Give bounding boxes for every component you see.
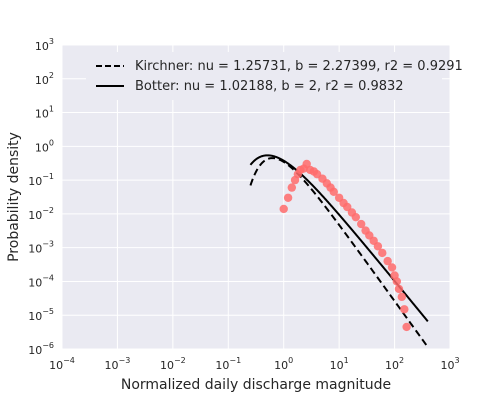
x-tick-label: 10−3 (105, 356, 131, 372)
legend-kirchner-label: Kirchner: nu = 1.25731, b = 2.27399, r2 … (135, 59, 463, 74)
x-tick-label: 101 (330, 356, 349, 372)
x-tick-label: 10−2 (160, 356, 186, 372)
legend-box (86, 52, 442, 100)
x-tick-labels: 10−4 10−3 10−2 10−1 100 101 102 103 (49, 356, 459, 372)
data-point (387, 263, 397, 272)
x-tick-label: 10−1 (215, 356, 241, 372)
data-point (329, 187, 338, 197)
legend: Kirchner: nu = 1.25731, b = 2.27399, r2 … (86, 52, 463, 100)
y-tick-label: 100 (35, 138, 54, 154)
x-axis-label: Normalized daily discharge magnitude (121, 377, 391, 393)
kirchner-fit-line (249, 157, 429, 348)
y-tick-label: 102 (35, 71, 54, 87)
data-point (400, 305, 409, 314)
data-point (357, 219, 366, 229)
y-tick-label: 10−4 (28, 273, 54, 289)
y-tick-label: 10−2 (28, 206, 54, 222)
data-point (373, 242, 383, 251)
data-point (394, 284, 404, 294)
legend-botter-label: Botter: nu = 1.02188, b = 2, r2 = 0.9832 (135, 79, 404, 94)
data-point (343, 202, 352, 212)
data-point (392, 277, 402, 286)
x-tick-label: 100 (274, 356, 293, 372)
y-tick-label: 101 (35, 105, 54, 121)
data-point (351, 212, 361, 222)
y-tick-label: 10−6 (28, 341, 54, 357)
y-tick-label: 10−5 (28, 307, 54, 323)
data-point (283, 193, 293, 202)
x-tick-label: 10−4 (49, 356, 75, 372)
data-point (378, 248, 387, 258)
data-point (402, 322, 411, 332)
y-axis-label: Probability density (6, 132, 22, 262)
y-tick-label: 10−3 (28, 240, 54, 256)
data-point (383, 256, 392, 266)
x-tick-label: 102 (385, 356, 404, 372)
y-tick-label: 10−1 (28, 172, 54, 188)
data-point (287, 183, 297, 192)
y-tick-label: 103 (35, 37, 54, 53)
y-tick-labels: 10−6 10−5 10−4 10−3 10−2 10−1 100 101 102 103 (28, 37, 54, 357)
data-point (397, 292, 406, 302)
x-tick-label: 103 (440, 356, 459, 372)
data-point (279, 204, 288, 214)
data-points (279, 159, 411, 332)
